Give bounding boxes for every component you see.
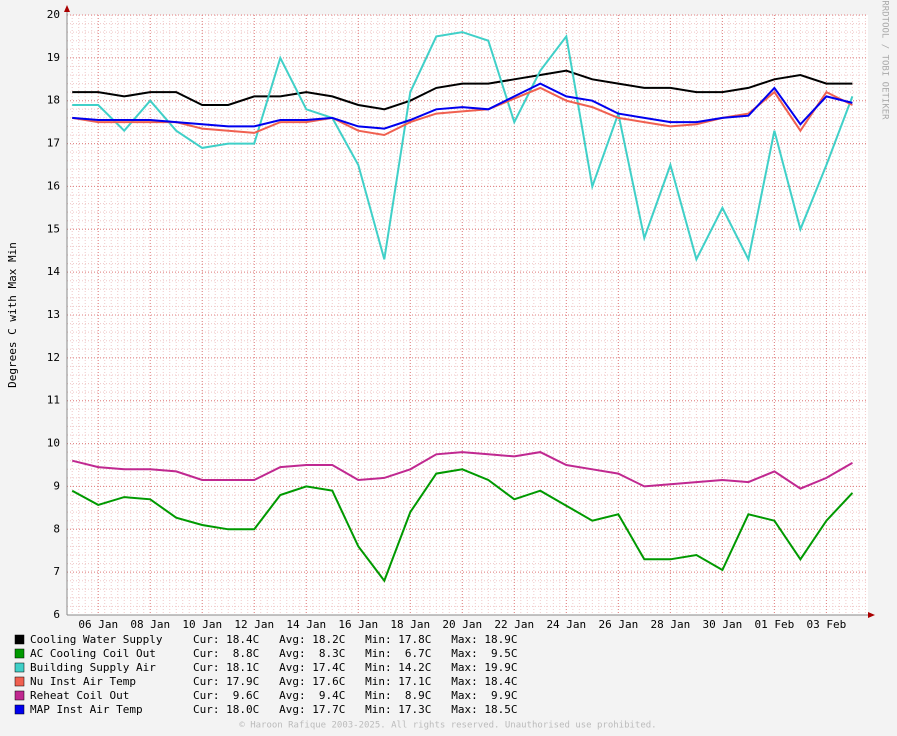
legend-label: AC Cooling Coil Out bbox=[30, 647, 156, 660]
legend-label: MAP Inst Air Temp bbox=[30, 703, 143, 716]
y-tick-label: 9 bbox=[53, 479, 60, 492]
lines bbox=[71, 31, 854, 583]
y-tick-label: 13 bbox=[47, 308, 60, 321]
series-line bbox=[71, 468, 854, 583]
legend-stats: Cur: 18.4C Avg: 18.2C Min: 17.8C Max: 18… bbox=[193, 633, 518, 646]
y-axis-label: Degrees C with Max Min bbox=[6, 242, 19, 388]
x-tick-label: 16 Jan bbox=[338, 618, 378, 631]
x-tick-label: 22 Jan bbox=[494, 618, 534, 631]
series-line bbox=[72, 31, 854, 263]
legend-swatch bbox=[14, 676, 25, 687]
x-tick-label: 12 Jan bbox=[234, 618, 274, 631]
x-tick-label: 18 Jan bbox=[390, 618, 430, 631]
y-tick-label: 19 bbox=[47, 51, 60, 64]
legend-swatch bbox=[14, 690, 25, 701]
legend-stats: Cur: 18.1C Avg: 17.4C Min: 14.2C Max: 19… bbox=[193, 661, 518, 674]
series-line bbox=[72, 82, 853, 130]
y-tick-label: 7 bbox=[53, 565, 60, 578]
series-line bbox=[71, 451, 853, 490]
y-tick-label: 15 bbox=[47, 222, 60, 235]
y-tick-label: 6 bbox=[53, 608, 60, 621]
y-tick-label: 10 bbox=[47, 437, 60, 450]
y-tick-label: 12 bbox=[47, 351, 60, 364]
legend-swatch bbox=[14, 648, 25, 659]
legend-stats: Cur: 8.8C Avg: 8.3C Min: 6.7C Max: 9.5C bbox=[193, 647, 518, 660]
legend-swatch bbox=[14, 704, 25, 715]
legend-swatch bbox=[14, 634, 25, 645]
y-tick-label: 14 bbox=[47, 265, 61, 278]
y-tick-label: 20 bbox=[47, 8, 60, 21]
x-tick-label: 24 Jan bbox=[546, 618, 586, 631]
x-tick-label: 10 Jan bbox=[182, 618, 222, 631]
legend-label: Reheat Coil Out bbox=[30, 689, 129, 702]
y-tick-label: 18 bbox=[47, 94, 60, 107]
legend-label: Nu Inst Air Temp bbox=[30, 675, 136, 688]
series-line bbox=[72, 69, 853, 111]
x-tick-label: 28 Jan bbox=[650, 618, 690, 631]
legend-stats: Cur: 9.6C Avg: 9.4C Min: 8.9C Max: 9.9C bbox=[193, 689, 518, 702]
y-tick-label: 16 bbox=[47, 179, 60, 192]
legend-stats: Cur: 18.0C Avg: 17.7C Min: 17.3C Max: 18… bbox=[193, 703, 518, 716]
legend-swatch bbox=[14, 662, 25, 673]
x-arrow bbox=[868, 612, 875, 618]
x-tick-label: 06 Jan bbox=[78, 618, 118, 631]
y-tick-label: 17 bbox=[47, 137, 60, 150]
y-tick-label: 8 bbox=[53, 522, 60, 535]
x-tick-label: 14 Jan bbox=[286, 618, 326, 631]
x-tick-label: 03 Feb bbox=[807, 618, 847, 631]
legend-label: Building Supply Air bbox=[30, 661, 156, 674]
y-tick-label: 11 bbox=[47, 394, 60, 407]
x-tick-label: 08 Jan bbox=[130, 618, 170, 631]
footer: © Haroon Rafique 2003-2025. All rights r… bbox=[239, 721, 656, 731]
x-tick-label: 20 Jan bbox=[442, 618, 482, 631]
legend-label: Cooling Water Supply bbox=[30, 633, 163, 646]
x-tick-label: 01 Feb bbox=[755, 618, 795, 631]
watermark: RRDTOOL / TOBI OETIKER bbox=[880, 0, 890, 120]
legend-stats: Cur: 17.9C Avg: 17.6C Min: 17.1C Max: 18… bbox=[193, 675, 518, 688]
y-arrow bbox=[64, 5, 70, 12]
x-tick-label: 26 Jan bbox=[598, 618, 638, 631]
x-tick-label: 30 Jan bbox=[702, 618, 742, 631]
